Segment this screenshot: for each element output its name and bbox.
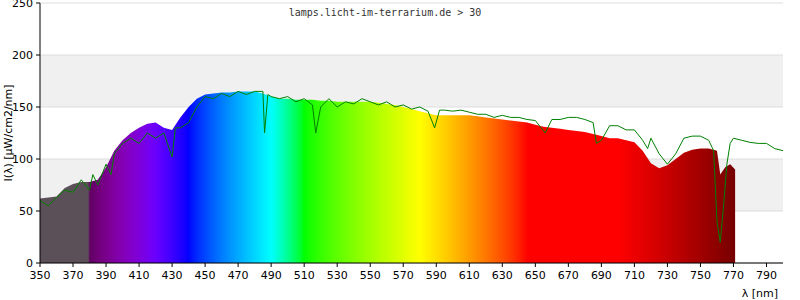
y-axis-label: I(λ) [µW/cm2/nm] (2, 84, 15, 181)
x-tick-label: 510 (294, 269, 315, 282)
x-tick (634, 263, 635, 267)
grid-band (40, 55, 783, 107)
y-tick (36, 3, 40, 4)
x-axis (40, 263, 783, 264)
x-tick-label: 430 (162, 269, 183, 282)
x-tick (205, 263, 206, 267)
grid-line (40, 3, 783, 4)
x-tick (172, 263, 173, 267)
x-tick-label: 730 (657, 269, 678, 282)
x-tick-label: 350 (30, 269, 51, 282)
grid-line (40, 263, 783, 264)
x-tick-label: 770 (723, 269, 744, 282)
x-tick (700, 263, 701, 267)
grid-line (40, 55, 783, 56)
x-tick-label: 450 (195, 269, 216, 282)
grid-line (40, 107, 783, 108)
spectrum-area (40, 91, 735, 263)
x-tick-label: 650 (525, 269, 546, 282)
x-tick (403, 263, 404, 267)
x-tick-label: 790 (756, 269, 777, 282)
y-tick (36, 159, 40, 160)
x-axis-label: λ [nm] (742, 287, 778, 300)
x-tick (733, 263, 734, 267)
x-tick-label: 490 (261, 269, 282, 282)
x-tick (601, 263, 602, 267)
x-tick (106, 263, 107, 267)
x-tick (469, 263, 470, 267)
x-tick-label: 750 (690, 269, 711, 282)
x-tick (667, 263, 668, 267)
x-tick (502, 263, 503, 267)
x-tick (40, 263, 41, 267)
y-tick (36, 55, 40, 56)
x-tick-label: 370 (63, 269, 84, 282)
x-tick-label: 610 (459, 269, 480, 282)
y-tick (36, 107, 40, 108)
x-tick (337, 263, 338, 267)
chart-title: lamps.licht-im-terrarium.de > 30 (289, 7, 482, 18)
x-tick-label: 470 (228, 269, 249, 282)
chart-container: 0501001502002503503703904104304504704905… (0, 0, 800, 300)
x-tick (436, 263, 437, 267)
y-tick-label: 250 (12, 0, 33, 10)
x-tick-label: 410 (129, 269, 150, 282)
x-tick (304, 263, 305, 267)
x-tick (139, 263, 140, 267)
x-tick-label: 690 (591, 269, 612, 282)
y-tick-label: 50 (19, 205, 33, 218)
x-tick-label: 550 (360, 269, 381, 282)
y-tick (36, 263, 40, 264)
chart-svg: 0501001502002503503703904104304504704905… (0, 0, 800, 300)
x-tick (238, 263, 239, 267)
reference-line (40, 91, 783, 242)
y-tick-label: 100 (12, 153, 33, 166)
x-tick (73, 263, 74, 267)
x-tick-label: 390 (96, 269, 117, 282)
x-tick-label: 710 (624, 269, 645, 282)
y-tick (36, 211, 40, 212)
y-tick-label: 150 (12, 101, 33, 114)
y-axis (40, 3, 41, 263)
x-tick-label: 670 (558, 269, 579, 282)
y-tick-label: 200 (12, 49, 33, 62)
x-tick-label: 570 (393, 269, 414, 282)
x-tick-label: 590 (426, 269, 447, 282)
x-tick (271, 263, 272, 267)
x-tick (370, 263, 371, 267)
x-tick (535, 263, 536, 267)
x-tick-label: 630 (492, 269, 513, 282)
x-tick-label: 530 (327, 269, 348, 282)
x-tick (766, 263, 767, 267)
plot-area (40, 91, 783, 263)
x-tick (568, 263, 569, 267)
